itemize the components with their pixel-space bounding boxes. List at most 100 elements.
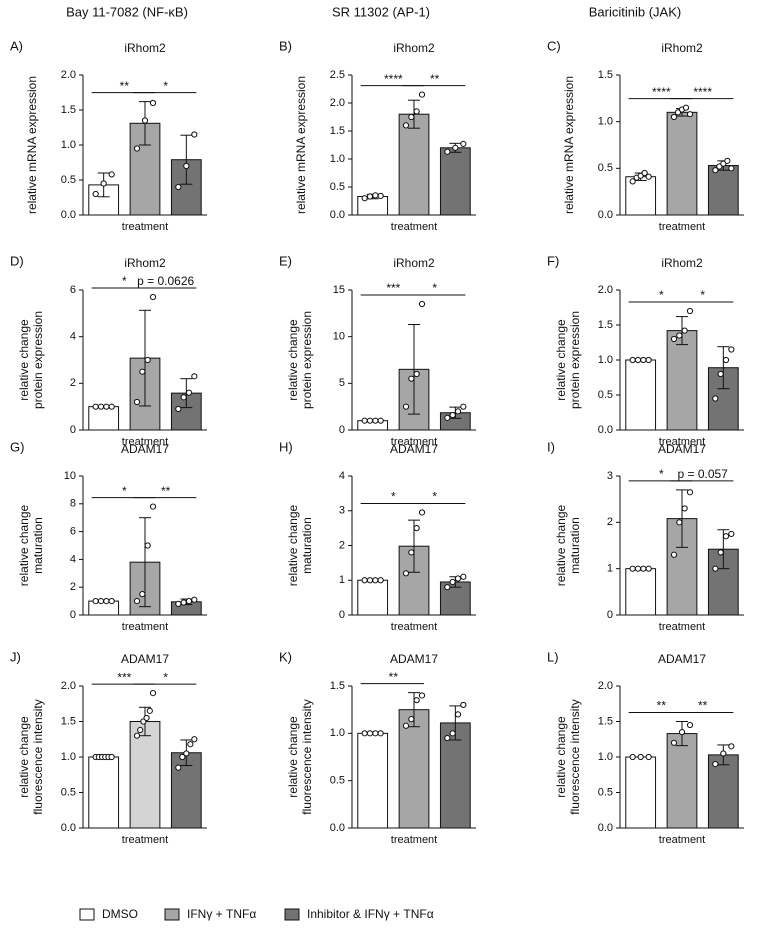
data-point xyxy=(686,111,694,118)
data-point xyxy=(180,394,187,401)
data-point xyxy=(681,505,688,512)
data-point xyxy=(92,598,99,605)
data-point xyxy=(722,533,730,540)
y-tick-label: 1.0 xyxy=(598,751,613,763)
data-point xyxy=(686,721,694,729)
significance-label: ** xyxy=(430,72,440,86)
data-point xyxy=(408,375,415,382)
data-point xyxy=(712,167,719,174)
error-bar xyxy=(139,517,151,608)
data-point xyxy=(133,398,141,406)
data-point xyxy=(103,403,110,410)
data-point xyxy=(686,489,694,496)
data-point xyxy=(133,598,141,605)
data-point xyxy=(413,108,420,115)
data-point xyxy=(144,542,151,549)
significance-label: ** xyxy=(389,670,399,684)
data-point xyxy=(634,565,642,572)
y-tick-label: 8 xyxy=(70,498,76,510)
panel-label: L) xyxy=(547,649,559,664)
x-axis-label: treatment xyxy=(659,221,705,233)
data-point xyxy=(366,730,374,737)
significance-label: p = 0.057 xyxy=(677,467,728,481)
chart-title: iRhom2 xyxy=(393,41,435,55)
legend-label: DMSO xyxy=(102,907,138,921)
significance-label: * xyxy=(659,467,664,481)
chart-title: ADAM17 xyxy=(658,442,706,456)
data-point xyxy=(634,356,642,364)
y-tick-label: 2.5 xyxy=(330,69,345,81)
legend-swatch xyxy=(79,908,95,921)
data-point xyxy=(670,739,678,746)
chart-title: iRhom2 xyxy=(393,256,435,270)
data-point xyxy=(108,753,115,761)
y-tick-label: 2.0 xyxy=(61,680,76,692)
data-point xyxy=(444,148,451,155)
data-point xyxy=(418,509,426,516)
y-tick-label: 0 xyxy=(339,424,345,436)
y-tick-label: 1 xyxy=(339,574,345,586)
data-point xyxy=(724,157,731,164)
y-tick-label: 1.5 xyxy=(598,319,613,331)
panel-label: B) xyxy=(279,38,292,53)
x-axis-label: treatment xyxy=(122,221,168,233)
y-tick-label: 1.0 xyxy=(330,153,345,165)
y-tick-label: 1.5 xyxy=(330,680,345,692)
data-point xyxy=(175,183,182,191)
y-tick-label: 10 xyxy=(333,331,345,343)
data-point xyxy=(444,734,451,742)
y-axis-label: fluorescence intensity xyxy=(300,699,314,814)
significance-label: **** xyxy=(384,72,403,86)
data-point xyxy=(185,598,193,605)
data-point xyxy=(640,356,647,364)
significance-label: ** xyxy=(698,699,708,713)
data-point xyxy=(640,565,647,572)
bar xyxy=(666,330,698,431)
data-point xyxy=(678,729,686,736)
y-tick-label: 2 xyxy=(70,377,76,389)
data-point xyxy=(728,346,735,353)
column-header: Bay 11-7082 (NF-κB) xyxy=(66,4,188,19)
data-point xyxy=(670,551,678,558)
data-point xyxy=(361,417,368,424)
significance-label: ** xyxy=(161,484,171,498)
data-point xyxy=(372,417,379,424)
data-point xyxy=(133,732,141,739)
data-point xyxy=(191,736,198,743)
data-point xyxy=(413,525,420,532)
y-axis-label: relative change xyxy=(554,319,568,401)
panel-label: I) xyxy=(547,439,555,454)
y-axis-label: relative change xyxy=(17,504,31,586)
data-point xyxy=(137,726,144,734)
y-tick-label: 2 xyxy=(607,516,613,528)
y-tick-label: 6 xyxy=(70,284,76,296)
chart-title: ADAM17 xyxy=(390,442,438,456)
y-axis-label: protein expression xyxy=(31,311,45,409)
data-point xyxy=(454,575,462,582)
y-tick-label: 1.5 xyxy=(598,715,613,727)
data-point xyxy=(377,192,384,200)
data-point xyxy=(460,403,467,410)
panel-label: E) xyxy=(279,253,292,268)
significance-label: * xyxy=(391,490,396,504)
data-point xyxy=(637,753,644,761)
bar xyxy=(398,113,430,216)
y-tick-label: 4 xyxy=(70,553,76,565)
y-axis-label: relative change xyxy=(286,319,300,401)
panel-label: G) xyxy=(10,439,24,454)
x-axis-label: treatment xyxy=(391,621,437,633)
error-bar xyxy=(676,489,688,548)
y-tick-label: 1.0 xyxy=(61,751,76,763)
data-point xyxy=(146,707,153,714)
data-point xyxy=(144,356,151,364)
y-axis-label: relative change xyxy=(17,319,31,401)
data-point xyxy=(460,140,467,147)
data-point xyxy=(645,356,652,364)
y-axis-label: protein expression xyxy=(300,311,314,409)
data-point xyxy=(377,730,384,737)
chart-title: ADAM17 xyxy=(121,442,169,456)
panel-label: A) xyxy=(10,38,23,53)
data-point xyxy=(418,300,426,308)
y-tick-label: 1.5 xyxy=(61,104,76,116)
data-point xyxy=(712,395,719,402)
